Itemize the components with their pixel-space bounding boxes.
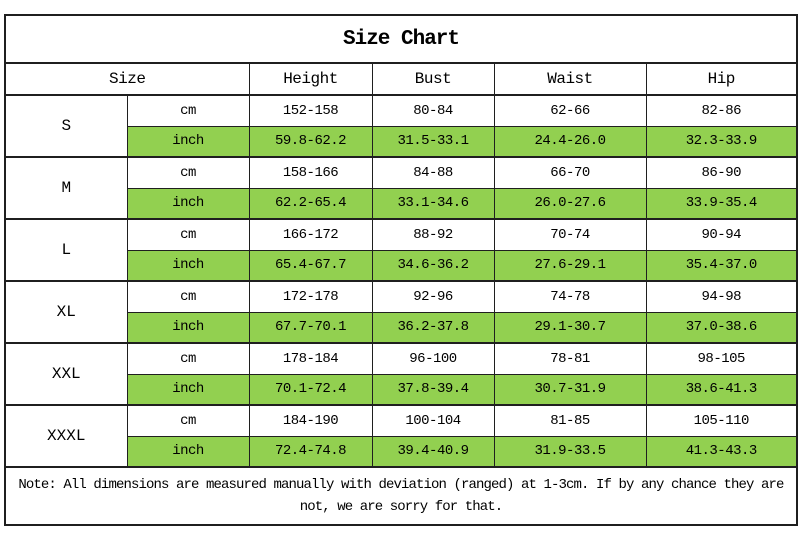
cell-s-cm-height: 152-158 xyxy=(248,94,373,127)
column-header-waist: Waist xyxy=(493,62,647,96)
cell-s-inch-waist: 24.4-26.0 xyxy=(493,125,647,158)
unit-label-inch-xxxl: inch xyxy=(126,435,250,468)
cell-xxxl-inch-waist: 31.9-33.5 xyxy=(493,435,647,468)
cell-xl-inch-waist: 29.1-30.7 xyxy=(493,311,647,344)
note-row: Note: All dimensions are measured manual… xyxy=(4,466,798,526)
size-label-s: S xyxy=(4,94,128,158)
unit-label-cm-s: cm xyxy=(126,94,250,127)
page-title: Size Chart xyxy=(4,14,798,64)
cell-xl-cm-hip: 94-98 xyxy=(645,280,798,313)
cell-xxxl-cm-waist: 81-85 xyxy=(493,404,647,437)
cell-xxl-inch-hip: 38.6-41.3 xyxy=(645,373,798,406)
cell-xxxl-cm-height: 184-190 xyxy=(248,404,373,437)
cell-xxxl-inch-hip: 41.3-43.3 xyxy=(645,435,798,468)
cell-m-inch-hip: 33.9-35.4 xyxy=(645,187,798,220)
cell-xxl-cm-waist: 78-81 xyxy=(493,342,647,375)
cell-l-inch-height: 65.4-67.7 xyxy=(248,249,373,282)
table-row-xl-inch: inch 67.7-70.1 36.2-37.8 29.1-30.7 37.0-38.6 xyxy=(5,311,798,344)
cell-m-cm-bust: 84-88 xyxy=(371,156,495,189)
cell-l-cm-bust: 88-92 xyxy=(371,218,495,251)
unit-label-inch-xxl: inch xyxy=(126,373,250,406)
table-row-l-inch: inch 65.4-67.7 34.6-36.2 27.6-29.1 35.4-37.0 xyxy=(5,249,798,282)
cell-xl-cm-bust: 92-96 xyxy=(371,280,495,313)
unit-label-cm-m: cm xyxy=(126,156,250,189)
cell-xxl-inch-waist: 30.7-31.9 xyxy=(493,373,647,406)
table-row-xxxl-cm: XXXL cm 184-190 100-104 81-85 105-110 xyxy=(4,404,798,468)
cell-m-inch-height: 62.2-65.4 xyxy=(248,187,373,220)
cell-xxl-cm-bust: 96-100 xyxy=(371,342,495,375)
cell-xxl-inch-height: 70.1-72.4 xyxy=(248,373,373,406)
cell-s-inch-bust: 31.5-33.1 xyxy=(371,125,495,158)
size-label-l: L xyxy=(4,218,128,282)
cell-s-cm-hip: 82-86 xyxy=(645,94,798,127)
size-label-m: M xyxy=(4,156,128,220)
unit-label-cm-l: cm xyxy=(126,218,250,251)
cell-xxl-cm-height: 178-184 xyxy=(248,342,373,375)
cell-l-inch-hip: 35.4-37.0 xyxy=(645,249,798,282)
cell-l-cm-height: 166-172 xyxy=(248,218,373,251)
cell-xl-inch-hip: 37.0-38.6 xyxy=(645,311,798,344)
cell-l-cm-waist: 70-74 xyxy=(493,218,647,251)
unit-label-inch-m: inch xyxy=(126,187,250,220)
cell-xxxl-inch-height: 72.4-74.8 xyxy=(248,435,373,468)
size-label-xxxl: XXXL xyxy=(4,404,128,468)
cell-m-inch-waist: 26.0-27.6 xyxy=(493,187,647,220)
size-label-xxl: XXL xyxy=(4,342,128,406)
cell-m-cm-hip: 86-90 xyxy=(645,156,798,189)
unit-label-cm-xl: cm xyxy=(126,280,250,313)
table-row-s-inch: inch 59.8-62.2 31.5-33.1 24.4-26.0 32.3-33.9 xyxy=(5,125,798,158)
table-row-xxl-inch: inch 70.1-72.4 37.8-39.4 30.7-31.9 38.6-41.3 xyxy=(5,373,798,406)
cell-xxl-cm-hip: 98-105 xyxy=(645,342,798,375)
column-header-size: Size xyxy=(4,62,250,96)
table-row-xxxl-inch: inch 72.4-74.8 39.4-40.9 31.9-33.5 41.3-43.3 xyxy=(5,435,798,468)
cell-s-inch-height: 59.8-62.2 xyxy=(248,125,373,158)
column-header-height: Height xyxy=(248,62,373,96)
cell-l-inch-bust: 34.6-36.2 xyxy=(371,249,495,282)
unit-label-cm-xxl: cm xyxy=(126,342,250,375)
cell-xxxl-cm-hip: 105-110 xyxy=(645,404,798,437)
cell-xl-inch-height: 67.7-70.1 xyxy=(248,311,373,344)
cell-xl-cm-height: 172-178 xyxy=(248,280,373,313)
title-row: Size Chart xyxy=(4,14,798,64)
cell-s-inch-hip: 32.3-33.9 xyxy=(645,125,798,158)
unit-label-inch-l: inch xyxy=(126,249,250,282)
cell-xl-inch-bust: 36.2-37.8 xyxy=(371,311,495,344)
size-label-xl: XL xyxy=(4,280,128,344)
unit-label-cm-xxxl: cm xyxy=(126,404,250,437)
cell-m-inch-bust: 33.1-34.6 xyxy=(371,187,495,220)
column-header-hip: Hip xyxy=(645,62,798,96)
cell-m-cm-height: 158-166 xyxy=(248,156,373,189)
cell-xxxl-inch-bust: 39.4-40.9 xyxy=(371,435,495,468)
cell-l-cm-hip: 90-94 xyxy=(645,218,798,251)
column-header-bust: Bust xyxy=(371,62,495,96)
cell-s-cm-bust: 80-84 xyxy=(371,94,495,127)
table-row-m-inch: inch 62.2-65.4 33.1-34.6 26.0-27.6 33.9-35.4 xyxy=(5,187,798,220)
table-row-xl-cm: XL cm 172-178 92-96 74-78 94-98 xyxy=(4,280,798,344)
cell-s-cm-waist: 62-66 xyxy=(493,94,647,127)
table-row-xxl-cm: XXL cm 178-184 96-100 78-81 98-105 xyxy=(4,342,798,406)
note-text: Note: All dimensions are measured manual… xyxy=(4,466,798,526)
cell-l-inch-waist: 27.6-29.1 xyxy=(493,249,647,282)
unit-label-inch-s: inch xyxy=(126,125,250,158)
cell-xxxl-cm-bust: 100-104 xyxy=(371,404,495,437)
cell-xxl-inch-bust: 37.8-39.4 xyxy=(371,373,495,406)
cell-xl-cm-waist: 74-78 xyxy=(493,280,647,313)
unit-label-inch-xl: inch xyxy=(126,311,250,344)
header-row: Size Height Bust Waist Hip xyxy=(4,62,798,96)
cell-m-cm-waist: 66-70 xyxy=(493,156,647,189)
